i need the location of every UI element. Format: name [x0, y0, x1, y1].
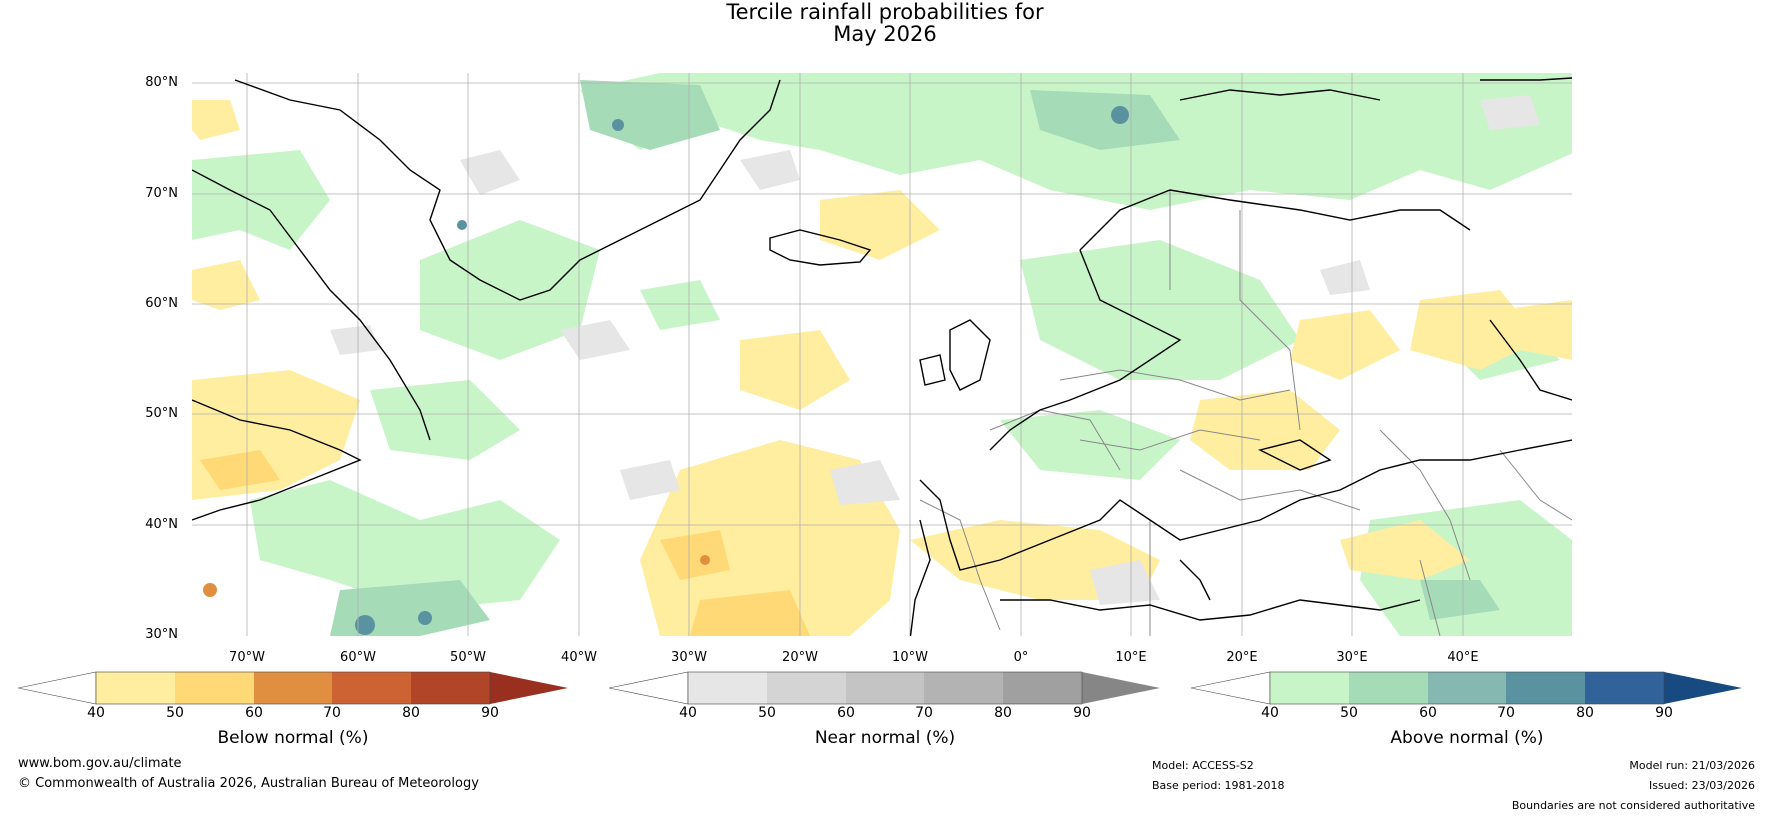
- colorbar-near-extend-low: [608, 671, 689, 705]
- below-normal-areas-60: [203, 555, 710, 597]
- colorbar-below-bin: [175, 672, 254, 704]
- above-normal-areas-70: [355, 106, 1129, 635]
- colorbar-near-bin: [1003, 672, 1082, 704]
- colorbar-tick: 60: [245, 705, 263, 721]
- near-normal-areas: [330, 95, 1540, 605]
- lon-label: 50°W: [450, 650, 486, 665]
- colorbar-tick: 80: [1576, 705, 1594, 721]
- colorbar-below-extend-high: [490, 672, 568, 704]
- footer-copyright: © Commonwealth of Australia 2026, Austra…: [18, 776, 479, 791]
- colorbar-tick: 50: [166, 705, 184, 721]
- lon-label: 30°E: [1336, 650, 1368, 665]
- colorbar-tick: 80: [402, 705, 420, 721]
- colorbar-tick: 70: [323, 705, 341, 721]
- colorbar-above-bin: [1585, 672, 1664, 704]
- colorbar-above-bin: [1270, 672, 1349, 704]
- colorbar-tick: 90: [481, 705, 499, 721]
- colorbar-below-bin: [411, 672, 490, 704]
- country-borders: [919, 190, 1572, 636]
- colorbar-near-bin: [846, 672, 924, 704]
- colorbar-near-bin: [688, 672, 767, 704]
- lat-label: 40°N: [145, 517, 178, 532]
- map-field: [192, 73, 1572, 636]
- lon-label: 10°W: [892, 650, 928, 665]
- footer-issued: Issued: 23/03/2026: [1648, 779, 1755, 792]
- colorbar-near-label: Near normal (%): [814, 728, 956, 748]
- colorbar-tick: 50: [758, 705, 776, 721]
- colorbar-near-extend-high: [1082, 672, 1160, 704]
- graticule: [192, 73, 1572, 636]
- colorbar-tick: 40: [87, 705, 105, 721]
- footer-base-period: Base period: 1981-2018: [1152, 779, 1285, 792]
- footer-model: Model: ACCESS-S2: [1152, 759, 1254, 772]
- colorbar-tick: 60: [837, 705, 855, 721]
- colorbar-tick: 60: [1419, 705, 1437, 721]
- lon-label: 70°W: [229, 650, 265, 665]
- lon-label: 30°W: [671, 650, 707, 665]
- colorbar-tick: 40: [679, 705, 697, 721]
- lon-label: 0°: [1013, 650, 1029, 665]
- colorbar-below-bin: [254, 672, 332, 704]
- lat-label: 80°N: [145, 75, 178, 90]
- colorbar-near-normal: [608, 671, 1160, 705]
- coastlines: [192, 77, 1572, 636]
- colorbar-above-bin: [1349, 672, 1428, 704]
- footer-disclaimer: Boundaries are not considered authoritat…: [1511, 799, 1755, 812]
- colorbar-below-normal: [17, 671, 568, 705]
- map-title-line2: May 2026: [833, 22, 937, 46]
- footer-url: www.bom.gov.au/climate: [18, 756, 182, 771]
- colorbar-near-bin: [767, 672, 846, 704]
- lat-label: 70°N: [145, 186, 178, 201]
- colorbar-tick: 90: [1655, 705, 1673, 721]
- colorbar-near-bin: [924, 672, 1003, 704]
- colorbar-tick: 90: [1073, 705, 1091, 721]
- colorbar-tick: 40: [1261, 705, 1279, 721]
- colorbar-above-normal: [1190, 671, 1742, 705]
- colorbar-tick: 80: [994, 705, 1012, 721]
- lat-label: 60°N: [145, 296, 178, 311]
- colorbar-tick: 70: [1497, 705, 1515, 721]
- lat-label: 30°N: [145, 627, 178, 642]
- lon-label: 20°W: [782, 650, 818, 665]
- colorbar-tick: 50: [1340, 705, 1358, 721]
- colorbar-above-bin: [1506, 672, 1585, 704]
- colorbar-above-bin: [1428, 672, 1506, 704]
- lon-label: 40°E: [1447, 650, 1479, 665]
- colorbar-above-extend-high: [1664, 672, 1742, 704]
- footer-model-run: Model run: 21/03/2026: [1629, 759, 1755, 772]
- colorbar-below-bin: [96, 672, 175, 704]
- lon-label: 10°E: [1115, 650, 1147, 665]
- colorbar-below-label: Below normal (%): [217, 728, 369, 748]
- colorbar-above-extend-low: [1190, 671, 1271, 705]
- lat-label: 50°N: [145, 406, 178, 421]
- lon-label: 60°W: [340, 650, 376, 665]
- colorbar-below-extend-low: [17, 671, 97, 705]
- lon-label: 40°W: [561, 650, 597, 665]
- colorbar-above-label: Above normal (%): [1390, 728, 1544, 748]
- colorbar-tick: 70: [915, 705, 933, 721]
- lon-label: 20°E: [1226, 650, 1258, 665]
- map-title-line1: Tercile rainfall probabilities for: [726, 0, 1044, 24]
- below-normal-areas-50: [200, 450, 810, 636]
- colorbar-below-bin: [332, 672, 411, 704]
